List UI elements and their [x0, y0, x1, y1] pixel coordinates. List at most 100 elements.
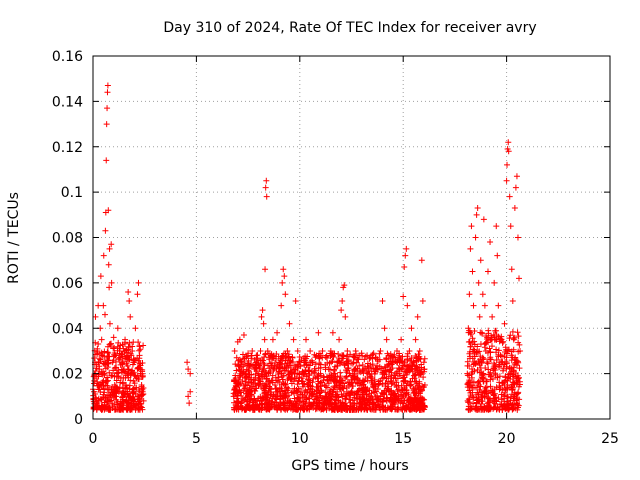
- data-point: [107, 341, 114, 348]
- noise-point: [109, 372, 116, 379]
- noise-point: [233, 395, 240, 402]
- noise-point: [472, 384, 479, 391]
- noise-point: [120, 385, 127, 392]
- data-point: [412, 336, 419, 343]
- noise-point: [490, 331, 497, 338]
- data-point: [358, 381, 365, 388]
- noise-point: [493, 346, 500, 353]
- noise-point: [416, 378, 423, 385]
- noise-point: [111, 344, 118, 351]
- noise-point: [104, 364, 111, 371]
- data-point: [240, 332, 247, 339]
- noise-point: [384, 395, 391, 402]
- noise-point: [487, 349, 494, 356]
- noise-point: [465, 403, 472, 410]
- data-point: [236, 336, 243, 343]
- noise-point: [483, 378, 490, 385]
- noise-point: [339, 352, 346, 359]
- noise-point: [486, 406, 493, 413]
- noise-point: [296, 371, 303, 378]
- noise-point: [370, 350, 377, 357]
- data-point: [127, 313, 134, 320]
- data-point: [475, 279, 482, 286]
- data-point: [354, 375, 361, 382]
- noise-point: [250, 403, 257, 410]
- noise-point: [330, 386, 337, 393]
- noise-point: [323, 392, 330, 399]
- noise-point: [303, 389, 310, 396]
- data-point: [267, 352, 274, 359]
- noise-point: [502, 346, 509, 353]
- y-tick-label: 0.02: [52, 367, 83, 383]
- noise-point: [353, 395, 360, 402]
- data-point: [128, 370, 135, 377]
- noise-point: [493, 357, 500, 364]
- noise-point: [246, 371, 253, 378]
- data-point: [186, 400, 193, 407]
- noise-point: [383, 368, 390, 375]
- noise-point: [95, 340, 102, 347]
- noise-point: [283, 364, 290, 371]
- noise-point: [99, 403, 106, 410]
- noise-point: [98, 396, 105, 403]
- noise-point: [285, 351, 292, 358]
- noise-point: [372, 393, 379, 400]
- noise-point: [350, 353, 357, 360]
- data-point: [508, 266, 515, 273]
- data-point: [114, 325, 121, 332]
- noise-point: [233, 367, 240, 374]
- noise-point: [336, 380, 343, 387]
- noise-point: [515, 333, 522, 340]
- noise-point: [295, 394, 302, 401]
- data-point: [471, 347, 478, 354]
- noise-point: [334, 374, 341, 381]
- noise-point: [103, 378, 110, 385]
- noise-point: [406, 367, 413, 374]
- noise-point: [350, 373, 357, 380]
- noise-point: [403, 406, 410, 413]
- x-tick-label: 5: [192, 431, 201, 447]
- noise-point: [117, 342, 124, 349]
- data-point: [233, 354, 240, 361]
- noise-point: [469, 340, 476, 347]
- data-point: [103, 121, 110, 128]
- noise-point: [127, 377, 134, 384]
- noise-point: [477, 364, 484, 371]
- noise-point: [290, 378, 297, 385]
- noise-point: [496, 379, 503, 386]
- noise-point: [231, 385, 238, 392]
- x-axis: 0 5 10 15 20 25: [89, 56, 619, 447]
- noise-point: [281, 381, 288, 388]
- noise-point: [320, 406, 327, 413]
- data-point: [258, 313, 265, 320]
- noise-point: [374, 366, 381, 373]
- noise-point: [290, 358, 297, 365]
- data-point: [288, 370, 295, 377]
- data-point: [344, 347, 351, 354]
- data-point: [106, 320, 113, 327]
- noise-point: [359, 361, 366, 368]
- noise-point: [496, 386, 503, 393]
- noise-point: [327, 350, 334, 357]
- data-point: [108, 241, 115, 248]
- data-point: [319, 347, 326, 354]
- data-point: [281, 273, 288, 280]
- noise-point: [474, 380, 481, 387]
- noise-point: [408, 355, 415, 362]
- noise-point: [284, 376, 291, 383]
- noise-point: [239, 395, 246, 402]
- noise-point: [339, 377, 346, 384]
- noise-point: [509, 405, 516, 412]
- data-point: [184, 359, 191, 366]
- noise-point: [282, 357, 289, 364]
- data-point: [101, 311, 108, 318]
- noise-point: [394, 406, 401, 413]
- data-point: [336, 336, 343, 343]
- noise-point: [299, 383, 306, 390]
- noise-point: [140, 342, 147, 349]
- noise-point: [271, 365, 278, 372]
- noise-point: [501, 353, 508, 360]
- data-point: [294, 347, 301, 354]
- noise-point: [351, 367, 358, 374]
- noise-point: [474, 349, 481, 356]
